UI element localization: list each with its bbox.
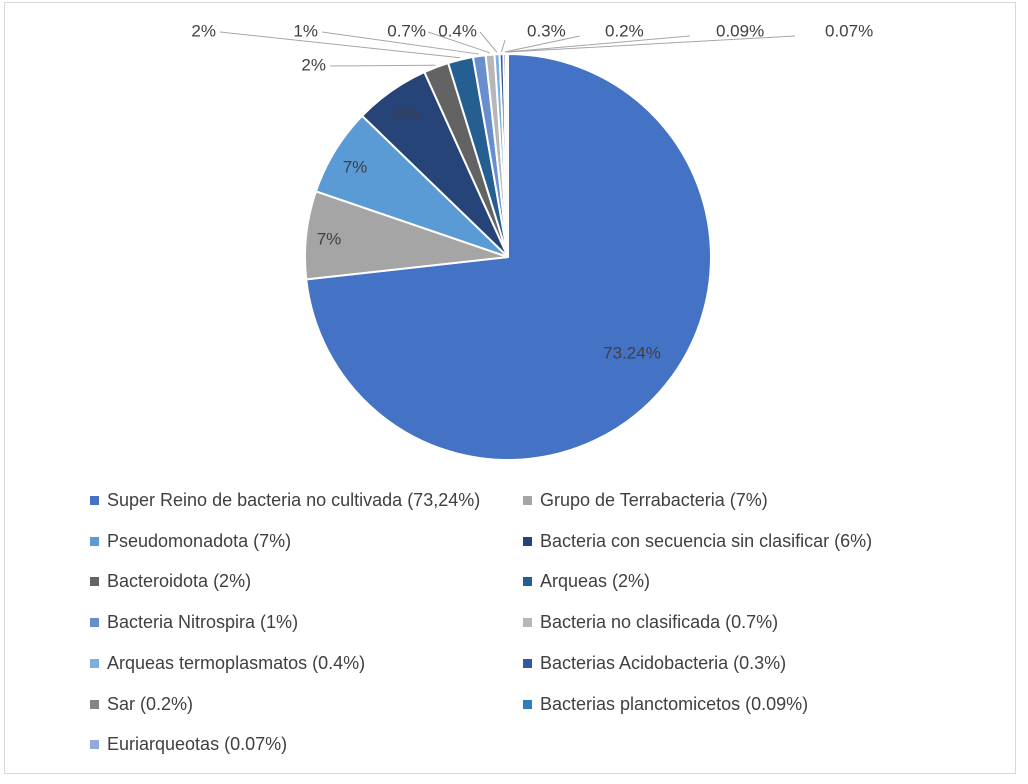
legend-label: Arqueas (2%): [540, 571, 651, 592]
data-label: 1%: [293, 21, 318, 40]
legend-swatch: [90, 536, 99, 546]
leader-line: [321, 31, 480, 55]
legend-label: Sar (0.2%): [107, 693, 194, 714]
leader-line: [504, 35, 581, 53]
legend-label: Bacteria no clasificada (0.7%): [540, 612, 779, 633]
legend-label: Bacterias Acidobacteria (0.3%): [540, 652, 787, 673]
legend-label: Bacteria con secuencia sin clasificar (6…: [540, 530, 873, 551]
legend-label: Pseudomonadota (7%): [107, 530, 292, 551]
legend-swatch: [90, 618, 99, 628]
data-labels: 73.24% 7% 7% 6% 2% 2% 1% 0.7% 0.4% 0.3% 0.2% 0.09% 0…: [191, 21, 873, 362]
leader-line: [479, 31, 498, 53]
legend-swatch: [523, 577, 532, 587]
legend-label: Euriarqueotas (0.07%): [107, 734, 288, 755]
legend-item: Bacterias planctomicetos (0.09%): [523, 694, 808, 715]
leader-lines: [219, 31, 796, 67]
data-label: 0.4%: [438, 21, 477, 40]
legend-label: Bacterias planctomicetos (0.09%): [540, 693, 809, 714]
data-label: 0.2%: [605, 21, 644, 40]
legend-label: Arqueas termoplasmatos (0.4%): [107, 652, 366, 673]
legend-swatch: [523, 658, 532, 668]
legend-item: Arqueas termoplasmatos (0.4%): [90, 653, 365, 674]
data-label: 2%: [301, 55, 326, 74]
legend-swatch: [523, 496, 532, 505]
leader-line: [219, 31, 461, 59]
legend-swatch: [90, 577, 99, 587]
legend-swatch: [90, 740, 99, 750]
legend-item: Sar (0.2%): [90, 694, 193, 715]
legend-item: Pseudomonadota (7%): [90, 531, 291, 552]
legend-item: Bacteria con secuencia sin clasificar (6…: [523, 531, 872, 552]
pie-slice: [506, 52, 509, 258]
data-label: 7%: [343, 157, 368, 176]
legend-item: Bacteria no clasificada (0.7%): [523, 612, 778, 633]
legend-item: Arqueas (2%): [523, 571, 650, 592]
legend-swatch: [523, 618, 532, 628]
legend-swatch: [90, 699, 99, 709]
data-label: 73.24%: [603, 343, 661, 362]
legend-item: Grupo de Terrabacteria (7%): [523, 490, 768, 511]
legend-label: Bacteria Nitrospira (1%): [107, 612, 299, 633]
data-label: 6%: [394, 103, 419, 122]
legend-swatch: [523, 699, 532, 709]
legend-item: Super Reino de bacteria no cultivada (73…: [90, 490, 480, 511]
legend-item: Euriarqueotas (0.07%): [90, 734, 287, 755]
legend-label: Bacteroidota (2%): [107, 571, 252, 592]
legend-label: Grupo de Terrabacteria (7%): [540, 490, 768, 510]
leader-line: [507, 35, 796, 53]
leader-line: [427, 31, 491, 54]
leader-line: [500, 39, 506, 53]
data-label: 0.3%: [527, 21, 566, 40]
data-label: 7%: [317, 229, 342, 248]
legend-item: Bacteria Nitrospira (1%): [90, 612, 298, 633]
data-label: 2%: [191, 21, 216, 40]
pie-slices: [304, 52, 712, 461]
data-label: 0.07%: [825, 21, 873, 40]
legend-swatch: [90, 496, 99, 505]
data-label: 0.7%: [387, 21, 426, 40]
data-label: 0.09%: [716, 21, 764, 40]
leader-line: [329, 64, 436, 67]
legend-item: Bacteroidota (2%): [90, 571, 251, 592]
legend-swatch: [523, 536, 532, 546]
leader-line: [506, 35, 691, 53]
legend-item: Bacterias Acidobacteria (0.3%): [523, 653, 786, 674]
legend-swatch: [90, 658, 99, 668]
legend-label: Super Reino de bacteria no cultivada (73…: [107, 490, 481, 510]
